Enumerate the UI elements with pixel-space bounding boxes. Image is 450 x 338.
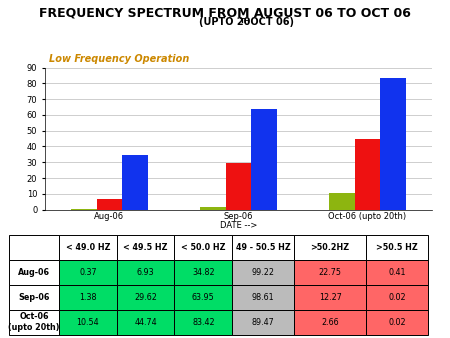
Text: FREQUENCY SPECTRUM FROM AUGUST 06 TO OCT 06: FREQUENCY SPECTRUM FROM AUGUST 06 TO OCT… — [39, 7, 411, 20]
FancyBboxPatch shape — [294, 285, 366, 310]
FancyBboxPatch shape — [59, 285, 117, 310]
Text: 22.75: 22.75 — [319, 268, 342, 277]
FancyBboxPatch shape — [175, 260, 232, 285]
Text: 12.27: 12.27 — [319, 293, 342, 302]
Text: 2.66: 2.66 — [321, 318, 339, 327]
FancyBboxPatch shape — [117, 260, 175, 285]
Bar — [355, 139, 380, 210]
FancyBboxPatch shape — [59, 260, 117, 285]
Text: (UPTO 20: (UPTO 20 — [199, 17, 251, 27]
Bar — [329, 193, 355, 210]
Text: < 49.0 HZ: < 49.0 HZ — [66, 243, 110, 252]
Text: 0.02: 0.02 — [388, 318, 406, 327]
FancyBboxPatch shape — [117, 235, 175, 260]
FancyBboxPatch shape — [9, 260, 59, 285]
FancyBboxPatch shape — [59, 235, 117, 260]
FancyBboxPatch shape — [232, 310, 294, 335]
FancyBboxPatch shape — [294, 260, 366, 285]
Text: 98.61: 98.61 — [252, 293, 274, 302]
FancyBboxPatch shape — [175, 310, 232, 335]
Bar — [71, 209, 97, 210]
Text: >50.5 HZ: >50.5 HZ — [376, 243, 418, 252]
Text: 0.02: 0.02 — [388, 293, 406, 302]
Text: 83.42: 83.42 — [192, 318, 215, 327]
Text: >50.2HZ: >50.2HZ — [310, 243, 350, 252]
Text: OCT 06): OCT 06) — [247, 17, 293, 27]
Text: 6.93: 6.93 — [137, 268, 154, 277]
Legend: <49.0HZ, <49.5HZ, <50.0HZ: <49.0HZ, <49.5HZ, <50.0HZ — [134, 263, 343, 279]
FancyBboxPatch shape — [366, 285, 428, 310]
FancyBboxPatch shape — [175, 285, 232, 310]
Text: Oct-06
(upto 20th): Oct-06 (upto 20th) — [8, 312, 60, 332]
FancyBboxPatch shape — [366, 310, 428, 335]
FancyBboxPatch shape — [232, 235, 294, 260]
Bar — [380, 78, 406, 210]
Bar — [252, 109, 277, 210]
Bar — [200, 208, 225, 210]
FancyBboxPatch shape — [175, 235, 232, 260]
FancyBboxPatch shape — [59, 310, 117, 335]
Text: Low Frequency Operation: Low Frequency Operation — [49, 54, 189, 64]
Text: 0.41: 0.41 — [388, 268, 406, 277]
Text: 34.82: 34.82 — [192, 268, 215, 277]
Bar — [225, 163, 252, 210]
X-axis label: DATE -->: DATE --> — [220, 221, 257, 230]
Text: Sep-06: Sep-06 — [18, 293, 50, 302]
Y-axis label: %OF TIME-->: %OF TIME--> — [0, 114, 2, 164]
FancyBboxPatch shape — [9, 235, 59, 260]
FancyBboxPatch shape — [294, 310, 366, 335]
FancyBboxPatch shape — [232, 260, 294, 285]
Text: 63.95: 63.95 — [192, 293, 215, 302]
Text: 0.37: 0.37 — [79, 268, 97, 277]
Text: 10.54: 10.54 — [76, 318, 99, 327]
Text: < 50.0 HZ: < 50.0 HZ — [181, 243, 225, 252]
Text: 29.62: 29.62 — [134, 293, 157, 302]
FancyBboxPatch shape — [117, 285, 175, 310]
Text: Aug-06: Aug-06 — [18, 268, 50, 277]
Text: TH: TH — [240, 18, 251, 24]
Text: 1.38: 1.38 — [79, 293, 97, 302]
Text: 44.74: 44.74 — [134, 318, 157, 327]
FancyBboxPatch shape — [366, 235, 428, 260]
FancyBboxPatch shape — [366, 260, 428, 285]
Text: 49 - 50.5 HZ: 49 - 50.5 HZ — [236, 243, 291, 252]
FancyBboxPatch shape — [117, 310, 175, 335]
Text: 89.47: 89.47 — [252, 318, 274, 327]
Text: < 49.5 HZ: < 49.5 HZ — [123, 243, 168, 252]
Bar — [97, 199, 122, 210]
Text: 99.22: 99.22 — [252, 268, 275, 277]
FancyBboxPatch shape — [232, 285, 294, 310]
FancyBboxPatch shape — [9, 285, 59, 310]
Bar — [122, 155, 148, 210]
FancyBboxPatch shape — [9, 310, 59, 335]
FancyBboxPatch shape — [294, 235, 366, 260]
